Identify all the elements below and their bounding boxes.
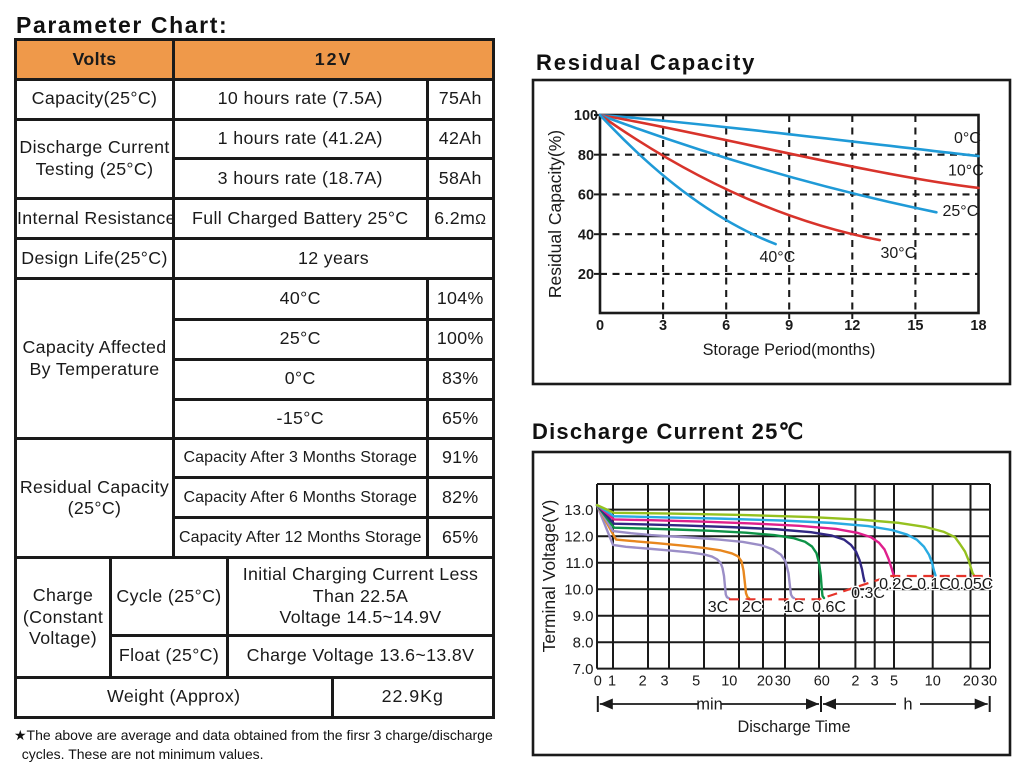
svg-text:20: 20 [578,267,594,283]
svg-text:0.3C: 0.3C [851,585,885,602]
svg-text:3C: 3C [708,599,728,616]
svg-text:100: 100 [574,108,598,124]
svg-text:0.2C: 0.2C [879,576,913,593]
svg-text:8.0: 8.0 [573,635,594,652]
svg-text:0.6C: 0.6C [812,599,846,616]
svg-text:10: 10 [721,674,737,690]
svg-text:80: 80 [578,148,594,164]
svg-text:2: 2 [639,674,647,690]
svg-text:10: 10 [925,674,941,690]
svg-text:0°C: 0°C [954,130,981,147]
svg-text:Residual Capacity(%): Residual Capacity(%) [545,130,565,298]
svg-text:15: 15 [907,318,923,334]
svg-text:3: 3 [661,674,669,690]
svg-text:40°C: 40°C [760,249,796,266]
svg-text:11.0: 11.0 [565,555,593,572]
svg-text:h: h [903,696,912,714]
svg-text:20: 20 [757,674,773,690]
svg-text:2: 2 [851,674,859,690]
svg-text:5: 5 [890,674,898,690]
svg-text:25°C: 25°C [943,203,979,220]
svg-text:Terminal Voltage(V): Terminal Voltage(V) [539,500,559,653]
svg-text:20: 20 [963,674,979,690]
svg-text:60: 60 [814,674,830,690]
svg-text:9.0: 9.0 [573,608,594,625]
svg-text:Storage Period(months): Storage Period(months) [703,341,876,359]
svg-text:60: 60 [578,188,594,204]
svg-text:13.0: 13.0 [564,502,593,519]
svg-text:0.05C: 0.05C [951,576,994,593]
svg-text:6: 6 [722,318,730,334]
svg-text:5: 5 [692,674,700,690]
svg-text:30: 30 [775,674,791,690]
svg-text:Discharge Time: Discharge Time [737,718,850,736]
svg-text:0: 0 [596,318,604,334]
svg-text:9: 9 [785,318,793,334]
svg-text:30: 30 [981,674,997,690]
svg-text:2C: 2C [742,599,762,616]
svg-text:1C: 1C [784,599,804,616]
svg-text:7.0: 7.0 [573,661,594,678]
svg-text:3: 3 [871,674,879,690]
svg-text:3: 3 [659,318,667,334]
svg-text:min: min [696,696,723,714]
svg-text:30°C: 30°C [881,245,917,262]
svg-text:18: 18 [970,318,986,334]
svg-text:40: 40 [578,227,594,243]
svg-text:10°C: 10°C [948,163,984,180]
svg-text:12: 12 [844,318,860,334]
svg-text:0.1C: 0.1C [917,576,951,593]
svg-text:12.0: 12.0 [564,528,593,545]
svg-text:1: 1 [608,674,616,690]
svg-text:10.0: 10.0 [564,581,593,598]
svg-text:0: 0 [594,674,602,690]
